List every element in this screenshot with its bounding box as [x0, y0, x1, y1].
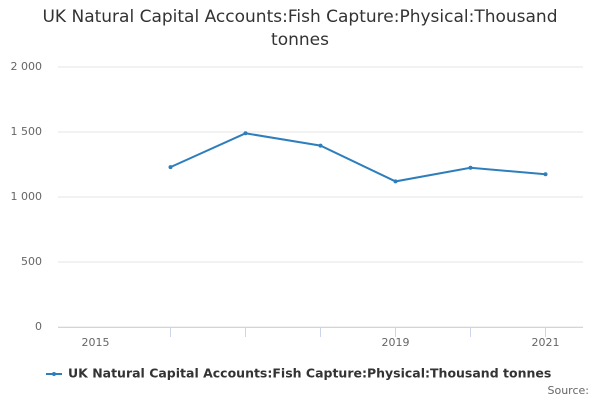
x-tick-label: 2015	[82, 336, 110, 349]
data-point	[168, 165, 173, 170]
legend-dot	[52, 372, 56, 376]
x-tick-label: 2019	[382, 336, 410, 349]
y-tick-label: 500	[21, 255, 42, 268]
data-point	[243, 131, 248, 136]
data-point	[393, 179, 398, 184]
data-point	[318, 143, 323, 148]
data-point	[468, 165, 473, 170]
data-point	[543, 172, 548, 177]
y-tick-label: 1 500	[11, 125, 43, 138]
source: Source:	[548, 384, 590, 397]
series-line	[170, 132, 546, 183]
legend-label: UK Natural Capital Accounts:Fish Capture…	[68, 366, 551, 381]
chart-title: UK Natural Capital Accounts:Fish Capture…	[42, 7, 558, 50]
y-tick-label: 1 000	[11, 190, 43, 203]
y-tick-label: 2 000	[11, 60, 43, 73]
x-tick-label: 2021	[532, 336, 560, 349]
y-tick-label: 0	[35, 320, 42, 333]
